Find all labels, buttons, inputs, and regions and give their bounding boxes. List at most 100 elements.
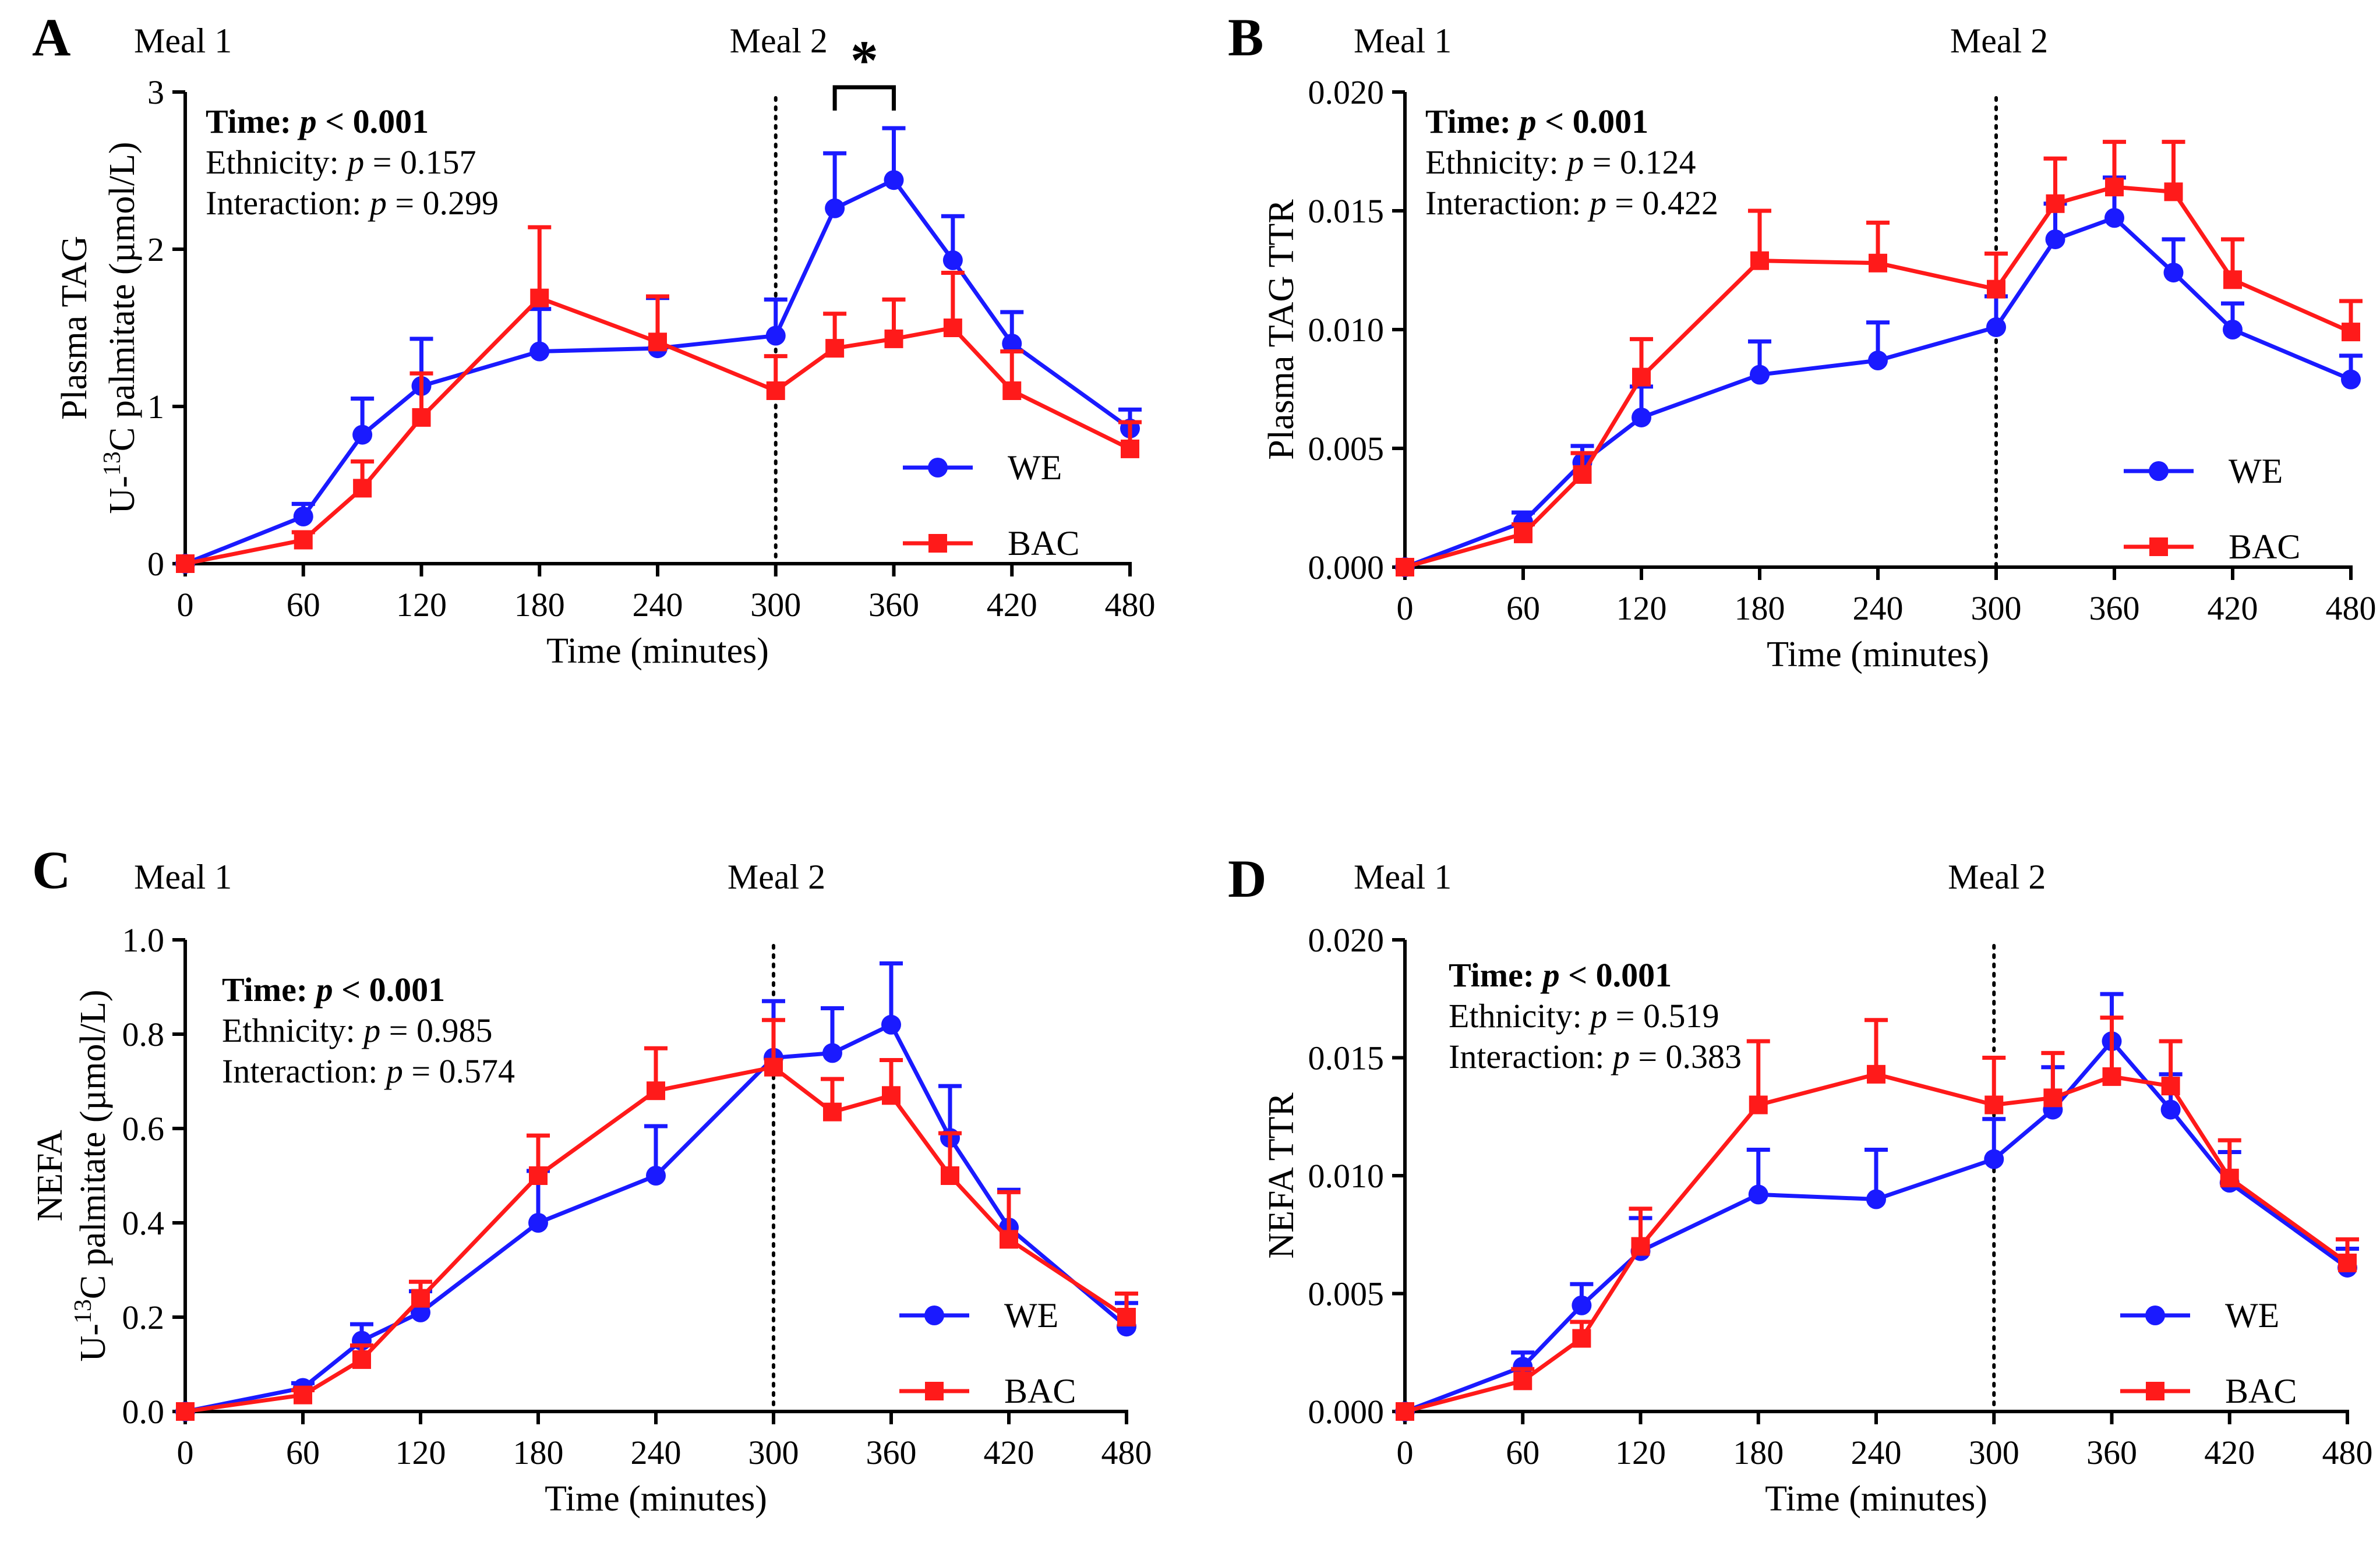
stat-time-value: < 0.001 bbox=[317, 102, 429, 140]
data-point bbox=[2341, 369, 2361, 390]
data-point bbox=[411, 1289, 430, 1308]
data-point bbox=[1750, 365, 1770, 385]
data-point bbox=[822, 1043, 842, 1063]
stat-ethnicity-value: = 0.985 bbox=[380, 1011, 492, 1049]
data-point bbox=[941, 1166, 959, 1185]
y-axis-title: NEFA TTR bbox=[1262, 1092, 1301, 1259]
data-point bbox=[2338, 1253, 2357, 1272]
stat-time-prefix: Time: bbox=[222, 971, 316, 1009]
x-tick-label: 180 bbox=[513, 1434, 564, 1471]
data-point bbox=[2160, 1099, 2181, 1120]
legend-label: WE bbox=[1008, 448, 1062, 487]
data-point bbox=[352, 424, 373, 445]
stat-ethnicity-prefix: Ethnicity: bbox=[1449, 997, 1590, 1035]
y-axis-title-line1: NEFA bbox=[30, 1130, 70, 1222]
y-tick-label: 0.020 bbox=[1308, 73, 1385, 111]
y-axis-title-line2: U-13C palmitate (µmol/L) bbox=[70, 989, 113, 1361]
data-point bbox=[2104, 208, 2124, 228]
stat-ethnicity-p: p bbox=[1588, 997, 1607, 1035]
stat-time-p: p bbox=[313, 971, 333, 1009]
data-point bbox=[825, 339, 845, 358]
y-axis-title-suffix: C palmitate (µmol/L) bbox=[103, 141, 142, 451]
x-tick-label: 180 bbox=[1735, 589, 1785, 627]
y-tick-label: 0.005 bbox=[1308, 1275, 1385, 1313]
stat-time: Time: p < 0.001 bbox=[1425, 102, 1648, 140]
x-tick-label: 480 bbox=[2322, 1434, 2373, 1471]
data-point bbox=[1572, 1295, 1592, 1315]
legend-label: WE bbox=[2229, 452, 2283, 490]
data-point bbox=[1572, 1329, 1591, 1348]
data-point bbox=[884, 329, 903, 348]
legend-marker bbox=[2149, 461, 2169, 481]
x-tick-label: 300 bbox=[1971, 589, 2022, 627]
stat-interaction-value: = 0.574 bbox=[403, 1052, 515, 1090]
x-tick-label: 60 bbox=[1506, 589, 1540, 627]
stat-time-value: < 0.001 bbox=[1560, 956, 1672, 994]
y-tick-label: 1.0 bbox=[122, 921, 165, 959]
data-point bbox=[2342, 323, 2360, 342]
stat-ethnicity: Ethnicity: p = 0.985 bbox=[222, 1011, 492, 1049]
stat-interaction-prefix: Interaction: bbox=[222, 1052, 386, 1090]
series-we bbox=[1395, 175, 2363, 577]
stat-time: Time: p < 0.001 bbox=[1449, 956, 1672, 994]
x-tick-label: 480 bbox=[2326, 589, 2377, 627]
y-tick-label: 0.6 bbox=[122, 1110, 165, 1148]
stat-time-prefix: Time: bbox=[206, 102, 300, 140]
y-tick-label: 0.020 bbox=[1308, 921, 1385, 959]
y-tick-label: 0 bbox=[147, 545, 164, 583]
stat-time-prefix: Time: bbox=[1449, 956, 1543, 994]
x-tick-label: 0 bbox=[177, 586, 194, 624]
stat-interaction-prefix: Interaction: bbox=[1449, 1038, 1613, 1076]
stat-interaction: Interaction: p = 0.574 bbox=[222, 1052, 515, 1090]
legend-entry-bac: BAC bbox=[2124, 528, 2300, 566]
stat-interaction: Interaction: p = 0.299 bbox=[206, 184, 499, 222]
data-point bbox=[2043, 1088, 2063, 1108]
stat-time-p: p bbox=[297, 102, 317, 140]
stat-ethnicity-prefix: Ethnicity: bbox=[1425, 143, 1567, 181]
stat-ethnicity-p: p bbox=[361, 1011, 380, 1049]
x-tick-label: 300 bbox=[750, 586, 801, 624]
y-axis-title-suffix: C palmitate (µmol/L) bbox=[73, 989, 113, 1299]
legend-entry-we: WE bbox=[2120, 1296, 2279, 1335]
x-tick-label: 240 bbox=[631, 1434, 681, 1471]
stat-interaction: Interaction: p = 0.383 bbox=[1449, 1038, 1742, 1076]
panel-b: B 0 60 120 180 240 300 360 420 480 0.000 0.005 0.010… bbox=[1228, 8, 2377, 674]
legend-marker bbox=[928, 458, 948, 477]
stat-ethnicity-p: p bbox=[345, 143, 364, 181]
meal-2-label: Meal 2 bbox=[730, 22, 828, 60]
series-bac bbox=[176, 1018, 1138, 1421]
stat-interaction-value: = 0.383 bbox=[1630, 1038, 1742, 1076]
data-point bbox=[646, 1166, 666, 1186]
x-tick-label: 180 bbox=[514, 586, 565, 624]
data-point bbox=[881, 1014, 901, 1035]
data-point bbox=[942, 250, 963, 270]
x-tick-label: 360 bbox=[866, 1434, 917, 1471]
data-point bbox=[1749, 1095, 1768, 1115]
data-point bbox=[2105, 178, 2124, 197]
stat-time-p: p bbox=[1517, 102, 1537, 140]
data-point bbox=[530, 288, 549, 307]
x-tick-label: 480 bbox=[1105, 586, 1156, 624]
data-point bbox=[1631, 1237, 1650, 1256]
stat-ethnicity: Ethnicity: p = 0.124 bbox=[1425, 143, 1696, 181]
panel-letter: C bbox=[32, 840, 70, 900]
data-point bbox=[2163, 263, 2184, 283]
stat-interaction-p: p bbox=[384, 1052, 403, 1090]
stat-time-p: p bbox=[1540, 956, 1560, 994]
legend-label: WE bbox=[1004, 1296, 1058, 1335]
data-point bbox=[823, 1102, 842, 1122]
y-axis-title: Plasma TAG TTR bbox=[1262, 199, 1301, 460]
series-bac bbox=[176, 225, 1142, 573]
stat-time: Time: p < 0.001 bbox=[222, 971, 445, 1009]
data-point bbox=[2102, 1067, 2121, 1086]
x-tick-label: 360 bbox=[2086, 1434, 2137, 1471]
series-line bbox=[185, 295, 1131, 566]
y-axis-title-prefix: U- bbox=[73, 1324, 113, 1361]
significance-asterisk: * bbox=[850, 29, 878, 91]
x-tick-label: 480 bbox=[1101, 1434, 1152, 1471]
legend-marker bbox=[924, 1306, 944, 1325]
data-point bbox=[352, 1350, 371, 1369]
data-point bbox=[1987, 280, 2005, 299]
data-point bbox=[1002, 334, 1022, 353]
data-point bbox=[1514, 524, 1532, 543]
